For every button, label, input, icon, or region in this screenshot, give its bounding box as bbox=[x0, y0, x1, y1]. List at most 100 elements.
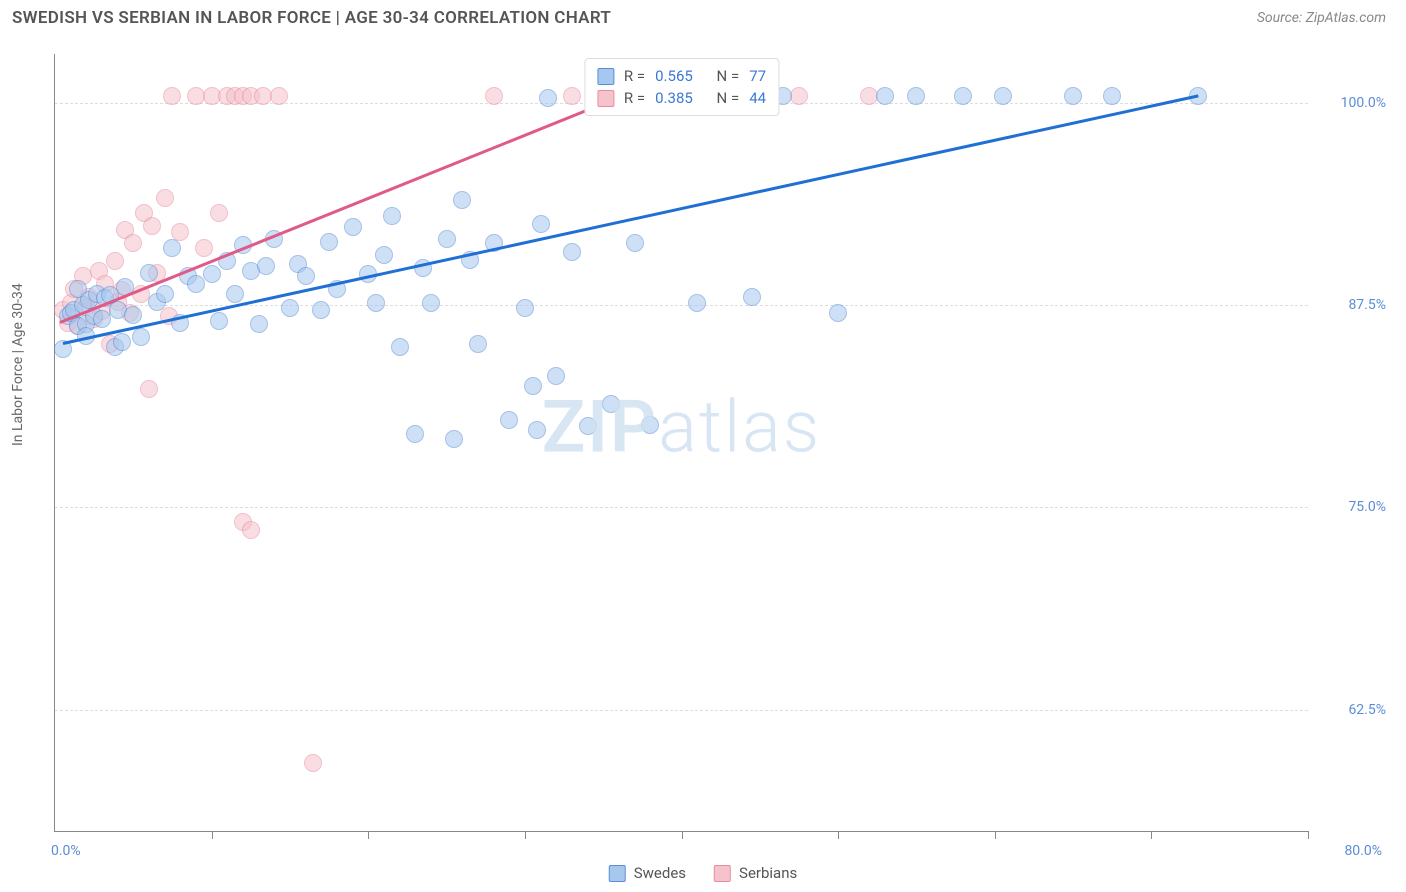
scatter-point-serbians bbox=[210, 204, 228, 222]
x-tick bbox=[525, 831, 526, 839]
y-axis-title: In Labor Force | Age 30-34 bbox=[10, 283, 26, 446]
scatter-point-swedes bbox=[250, 315, 268, 333]
x-tick bbox=[995, 831, 996, 839]
swatch-serbians bbox=[597, 90, 614, 107]
scatter-point-swedes bbox=[93, 310, 111, 328]
plot-area: ZIPatlas R = 0.565 N = 77 R = 0.385 N = … bbox=[54, 54, 1308, 832]
scatter-point-swedes bbox=[406, 425, 424, 443]
scatter-point-swedes bbox=[829, 304, 847, 322]
scatter-point-serbians bbox=[143, 217, 161, 235]
swatch-swedes bbox=[597, 68, 614, 85]
x-tick bbox=[1308, 831, 1309, 839]
serbians-r-value: 0.385 bbox=[655, 89, 693, 107]
legend-item-serbians: Serbians bbox=[714, 864, 797, 882]
scatter-point-swedes bbox=[163, 239, 181, 257]
scatter-point-swedes bbox=[876, 87, 894, 105]
scatter-point-swedes bbox=[563, 243, 581, 261]
source-attribution: Source: ZipAtlas.com bbox=[1257, 10, 1386, 26]
scatter-point-swedes bbox=[257, 257, 275, 275]
gridline bbox=[55, 710, 1308, 711]
scatter-point-serbians bbox=[304, 754, 322, 772]
series-legend: Swedes Serbians bbox=[609, 864, 798, 882]
stats-legend: R = 0.565 N = 77 R = 0.385 N = 44 bbox=[584, 58, 779, 116]
scatter-point-swedes bbox=[1064, 87, 1082, 105]
scatter-point-serbians bbox=[195, 239, 213, 257]
scatter-point-serbians bbox=[270, 87, 288, 105]
scatter-point-swedes bbox=[453, 191, 471, 209]
scatter-point-swedes bbox=[438, 230, 456, 248]
scatter-point-swedes bbox=[688, 294, 706, 312]
scatter-point-swedes bbox=[383, 207, 401, 225]
y-tick-label: 100.0% bbox=[1316, 95, 1386, 111]
chart-container: In Labor Force | Age 30-34 ZIPatlas R = … bbox=[12, 40, 1394, 852]
scatter-point-serbians bbox=[242, 521, 260, 539]
scatter-point-serbians bbox=[124, 234, 142, 252]
scatter-point-swedes bbox=[320, 233, 338, 251]
scatter-point-swedes bbox=[516, 299, 534, 317]
x-tick bbox=[682, 831, 683, 839]
y-tick-label: 87.5% bbox=[1316, 297, 1386, 313]
scatter-point-swedes bbox=[210, 312, 228, 330]
scatter-point-swedes bbox=[344, 218, 362, 236]
r-label: R = bbox=[624, 67, 645, 85]
scatter-point-swedes bbox=[539, 89, 557, 107]
scatter-point-serbians bbox=[563, 87, 581, 105]
n-label: N = bbox=[717, 89, 740, 107]
n-label: N = bbox=[717, 67, 740, 85]
scatter-point-serbians bbox=[171, 223, 189, 241]
scatter-point-swedes bbox=[602, 395, 620, 413]
legend-label-swedes: Swedes bbox=[634, 864, 686, 882]
scatter-point-swedes bbox=[422, 294, 440, 312]
scatter-point-swedes bbox=[156, 285, 174, 303]
scatter-point-serbians bbox=[106, 252, 124, 270]
scatter-point-swedes bbox=[226, 285, 244, 303]
scatter-point-swedes bbox=[528, 421, 546, 439]
scatter-point-swedes bbox=[994, 87, 1012, 105]
scatter-point-swedes bbox=[367, 294, 385, 312]
scatter-point-swedes bbox=[113, 333, 131, 351]
swedes-n-value: 77 bbox=[749, 67, 766, 85]
scatter-point-swedes bbox=[547, 367, 565, 385]
scatter-point-swedes bbox=[579, 417, 597, 435]
scatter-point-swedes bbox=[532, 215, 550, 233]
legend-label-serbians: Serbians bbox=[739, 864, 797, 882]
legend-row-serbians: R = 0.385 N = 44 bbox=[597, 87, 766, 109]
serbians-n-value: 44 bbox=[749, 89, 766, 107]
scatter-point-swedes bbox=[445, 430, 463, 448]
scatter-point-swedes bbox=[297, 267, 315, 285]
scatter-point-swedes bbox=[391, 338, 409, 356]
scatter-point-swedes bbox=[132, 328, 150, 346]
trendline-swedes bbox=[63, 94, 1199, 345]
chart-title: SWEDISH VS SERBIAN IN LABOR FORCE | AGE … bbox=[12, 8, 611, 28]
y-tick-label: 75.0% bbox=[1316, 499, 1386, 515]
x-axis-min-label: 0.0% bbox=[51, 843, 81, 859]
scatter-point-swedes bbox=[743, 288, 761, 306]
scatter-point-swedes bbox=[1103, 87, 1121, 105]
scatter-point-swedes bbox=[375, 246, 393, 264]
scatter-point-swedes bbox=[312, 301, 330, 319]
x-tick bbox=[1151, 831, 1152, 839]
scatter-point-swedes bbox=[907, 87, 925, 105]
scatter-point-swedes bbox=[203, 265, 221, 283]
scatter-point-swedes bbox=[954, 87, 972, 105]
scatter-point-serbians bbox=[156, 189, 174, 207]
scatter-point-swedes bbox=[469, 335, 487, 353]
scatter-point-serbians bbox=[163, 87, 181, 105]
legend-row-swedes: R = 0.565 N = 77 bbox=[597, 65, 766, 87]
swatch-swedes bbox=[609, 865, 626, 882]
scatter-point-swedes bbox=[124, 306, 142, 324]
scatter-point-swedes bbox=[524, 377, 542, 395]
scatter-point-serbians bbox=[485, 87, 503, 105]
scatter-point-swedes bbox=[187, 275, 205, 293]
r-label: R = bbox=[624, 89, 645, 107]
swatch-serbians bbox=[714, 865, 731, 882]
scatter-point-swedes bbox=[626, 234, 644, 252]
scatter-point-swedes bbox=[281, 299, 299, 317]
scatter-point-serbians bbox=[790, 87, 808, 105]
legend-item-swedes: Swedes bbox=[609, 864, 686, 882]
x-axis-max-label: 80.0% bbox=[1312, 843, 1382, 859]
scatter-point-swedes bbox=[140, 264, 158, 282]
x-tick bbox=[368, 831, 369, 839]
scatter-point-swedes bbox=[641, 416, 659, 434]
scatter-point-swedes bbox=[500, 411, 518, 429]
